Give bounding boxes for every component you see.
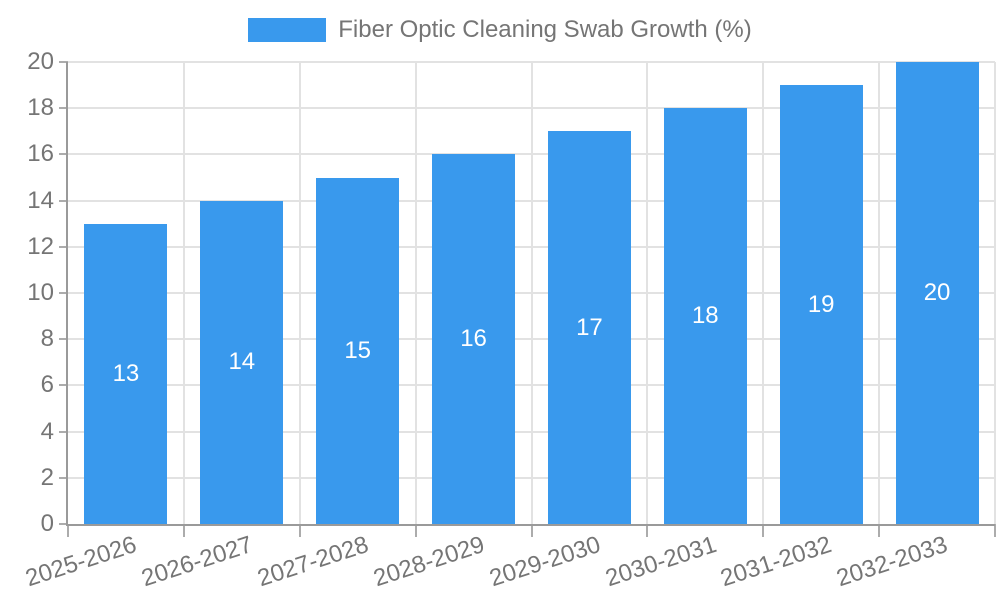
y-tick-mark — [59, 430, 68, 433]
bar-value-label: 14 — [228, 348, 256, 376]
bar-value-label: 15 — [344, 336, 372, 364]
y-tick-mark — [59, 292, 68, 294]
bar[interactable] — [316, 177, 400, 524]
bar-value-label: 13 — [112, 359, 140, 387]
x-gridline — [878, 62, 881, 524]
y-tick-mark — [59, 153, 68, 156]
x-tick-mark — [878, 524, 881, 537]
x-tick-label: 2028-2029 — [370, 531, 488, 593]
legend-label: Fiber Optic Cleaning Swab Growth (%) — [338, 16, 752, 43]
y-tick-mark — [59, 61, 68, 63]
y-tick-label: 16 — [27, 140, 54, 168]
bar-value-label: 17 — [576, 313, 603, 341]
x-tick-mark — [762, 524, 765, 537]
y-tick-mark — [59, 245, 68, 248]
bar[interactable] — [432, 154, 516, 524]
x-tick-mark — [646, 524, 649, 537]
x-tick-mark — [530, 524, 533, 537]
y-tick-label: 14 — [27, 186, 54, 214]
y-tick-mark — [59, 199, 68, 202]
y-axis-line — [66, 62, 68, 526]
y-tick-label: 10 — [27, 279, 54, 306]
x-tick-label: 2025-2026 — [22, 531, 140, 593]
bar-value-label: 19 — [807, 290, 835, 318]
bar[interactable] — [200, 200, 284, 524]
x-tick-label: 2031-2032 — [717, 531, 836, 593]
x-tick-mark — [994, 524, 996, 537]
y-tick-mark — [59, 338, 68, 341]
x-gridline — [414, 62, 417, 524]
x-gridline — [646, 62, 649, 524]
y-tick-label: 12 — [27, 232, 54, 260]
x-tick-mark — [298, 524, 301, 537]
x-tick-label: 2032-2033 — [833, 531, 952, 593]
y-tick-label: 4 — [40, 417, 54, 445]
x-tick-label: 2030-2031 — [601, 531, 720, 593]
y-tick-label: 20 — [27, 48, 54, 75]
y-tick-mark — [59, 523, 68, 525]
bar[interactable] — [663, 108, 747, 524]
y-tick-label: 0 — [40, 510, 54, 537]
x-tick-label: 2027-2028 — [254, 531, 372, 593]
x-tick-mark — [67, 524, 69, 537]
bar-value-label: 20 — [923, 279, 951, 306]
x-axis-line — [66, 524, 995, 526]
x-gridline — [182, 62, 185, 524]
x-gridline — [530, 62, 533, 524]
bar-value-label: 18 — [691, 302, 719, 330]
bar[interactable] — [84, 223, 168, 524]
legend-swatch — [248, 18, 327, 42]
y-tick-mark — [59, 107, 68, 110]
x-tick-mark — [414, 524, 417, 537]
x-gridline — [298, 62, 301, 524]
y-tick-label: 2 — [40, 463, 54, 491]
y-tick-label: 6 — [40, 371, 54, 399]
chart-legend[interactable]: Fiber Optic Cleaning Swab Growth (%) — [0, 16, 1000, 44]
x-gridline — [994, 62, 996, 524]
x-tick-label: 2026-2027 — [138, 531, 256, 593]
bar[interactable] — [895, 62, 979, 524]
y-tick-mark — [59, 384, 68, 387]
bar-value-label: 16 — [460, 325, 487, 353]
bar[interactable] — [779, 85, 863, 524]
y-tick-label: 8 — [40, 325, 54, 353]
bar[interactable] — [547, 131, 631, 524]
x-gridline — [762, 62, 765, 524]
x-tick-label: 2029-2030 — [485, 531, 604, 593]
y-tick-mark — [59, 476, 68, 479]
x-tick-mark — [182, 524, 185, 537]
y-tick-label: 18 — [27, 94, 54, 122]
